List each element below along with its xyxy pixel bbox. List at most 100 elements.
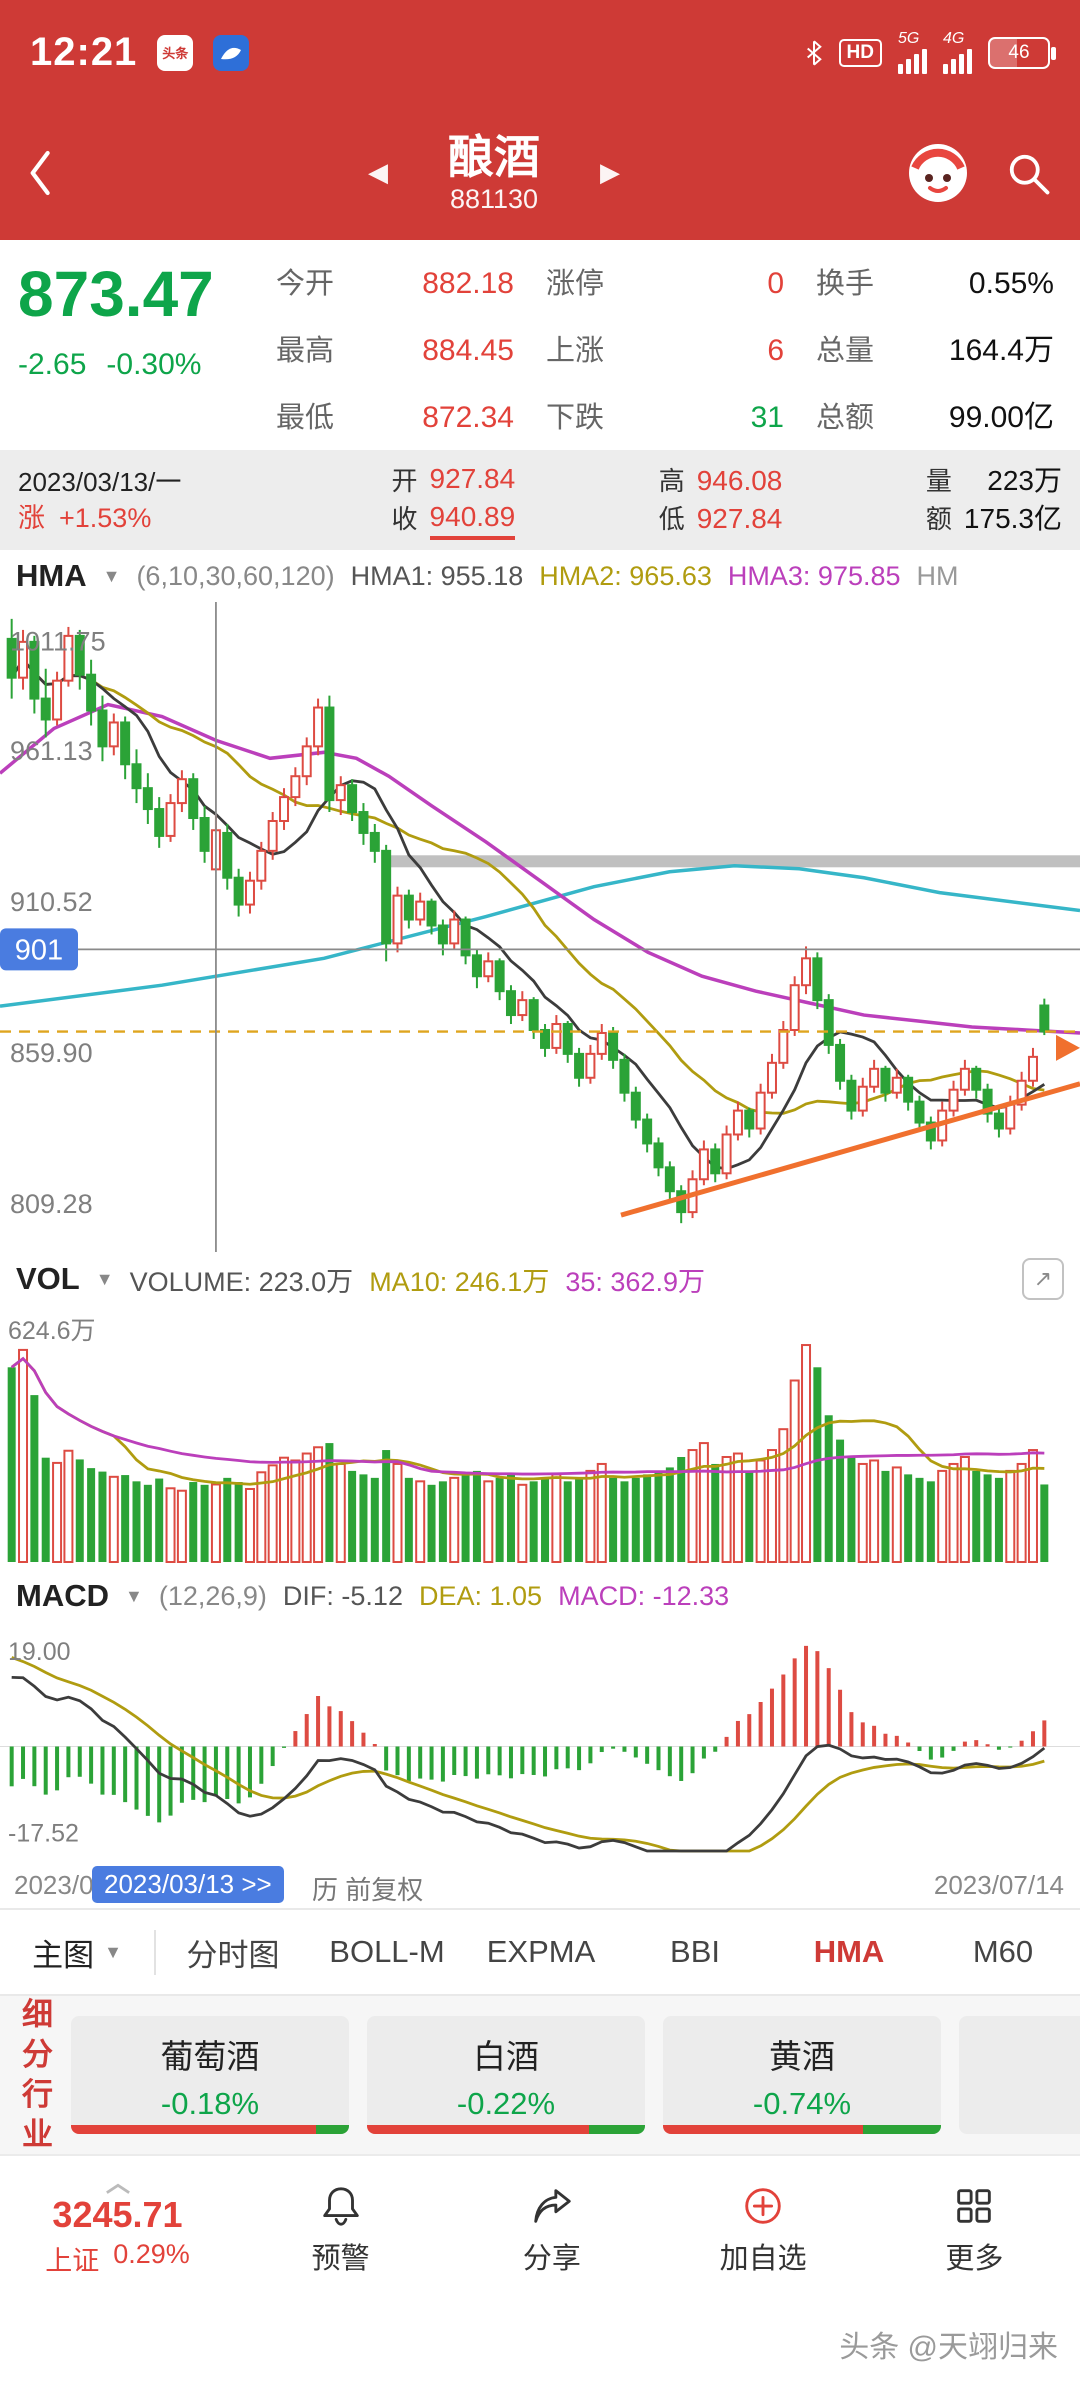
grid-icon — [957, 2189, 992, 2223]
hma1-value: 955.18 — [440, 560, 524, 591]
back-button[interactable] — [26, 148, 86, 198]
decliners-label: 下跌 — [546, 402, 605, 434]
sector-pct: -0.18% — [160, 2086, 260, 2121]
macd-label: MACD: — [558, 1580, 646, 1611]
sector-category-line2: 行业 — [22, 2077, 53, 2152]
sector-card-huangjiu[interactable]: 黄酒 -0.74% — [663, 2016, 941, 2134]
sector-category-label: 细分 行业 — [22, 1996, 53, 2154]
day-close-label: 收 — [391, 504, 418, 534]
tab-expma[interactable]: EXPMA — [486, 1934, 596, 1969]
alert-button[interactable]: 预警 — [235, 2183, 446, 2277]
index-summary[interactable]: 3245.71 上证 0.29% — [0, 2183, 235, 2278]
volume-label: VOLUME: — [129, 1266, 252, 1297]
day-high-label: 高 — [658, 466, 685, 496]
vol-ma35-label: 35: — [565, 1266, 603, 1297]
tab-bbi[interactable]: BBI — [670, 1934, 720, 1969]
svg-text:910.52: 910.52 — [10, 887, 93, 917]
day-change-label: 涨 — [18, 503, 45, 533]
day-open-label: 开 — [391, 466, 418, 496]
hma3-value: 975.85 — [817, 560, 901, 591]
signal-5g-icon: 5G — [898, 31, 927, 74]
add-watchlist-button[interactable]: 加自选 — [658, 2183, 869, 2277]
hma3-label: HMA3: — [727, 560, 811, 591]
advance-decline-bar — [71, 2125, 349, 2134]
next-stock-button[interactable]: ▶ — [600, 157, 620, 187]
signal-4g-label: 4G — [943, 30, 965, 47]
vol-dropdown-caret[interactable]: ▼ — [95, 1268, 114, 1289]
advancers-label: 上涨 — [546, 335, 605, 367]
tab-main-chart[interactable]: 主图 ▼ — [0, 1929, 156, 1975]
stock-code: 881130 — [449, 183, 539, 214]
decliners-count: 31 — [750, 401, 784, 434]
macd-chart[interactable]: 19.00 -17.52 — [0, 1624, 1080, 1864]
current-price: 873.47 — [18, 258, 214, 330]
sector-name: 葡萄酒 — [160, 2038, 260, 2075]
plus-circle-icon — [745, 2188, 781, 2224]
day-amount-label: 额 — [925, 504, 952, 534]
share-button[interactable]: 分享 — [446, 2183, 657, 2277]
tab-boll-m[interactable]: BOLL-M — [329, 1934, 445, 1969]
dif-label: DIF: — [282, 1580, 334, 1611]
day-low-label: 低 — [658, 504, 685, 534]
hma-indicator-name[interactable]: HMA — [16, 558, 87, 593]
bell-icon — [322, 2187, 359, 2226]
tab-m60[interactable]: M60 — [972, 1934, 1034, 1969]
axis-date-right: 2023/07/14 — [933, 1870, 1064, 1900]
app-mascot-logo[interactable] — [902, 137, 974, 209]
more-button[interactable]: 更多 — [869, 2183, 1080, 2277]
day-volume-value: 223万 — [987, 465, 1062, 496]
sector-card-partial[interactable] — [959, 2016, 1080, 2134]
fullscreen-expand-button[interactable]: ↗ — [1022, 1258, 1064, 1300]
svg-text:859.90: 859.90 — [10, 1038, 93, 1068]
sector-card-wine[interactable]: 葡萄酒 -0.18% — [71, 2016, 349, 2134]
day-change-pct: +1.53% — [59, 503, 152, 533]
collapse-chevron-icon — [105, 2183, 130, 2194]
vol-ma10-value: 246.1万 — [454, 1266, 550, 1297]
total-amount-label: 总额 — [816, 402, 875, 434]
battery-indicator: 46 — [988, 36, 1056, 69]
macd-dropdown-caret[interactable]: ▼ — [125, 1585, 143, 1606]
price-change: -2.65 — [18, 348, 87, 381]
sector-strip: 细分 行业 葡萄酒 -0.18% 白酒 -0.22% 黄酒 -0.74% — [0, 1996, 1080, 2154]
vol-indicator-name[interactable]: VOL — [16, 1261, 80, 1296]
low-label: 最低 — [276, 402, 335, 434]
volume-chart[interactable]: 624.6万 — [0, 1306, 1080, 1568]
main-candlestick-chart[interactable]: 1011.75 961.13 910.52 859.90 809.28 901 — [0, 602, 1080, 1252]
day-high-value: 946.08 — [696, 465, 783, 496]
prev-stock-button[interactable]: ◀ — [368, 157, 388, 187]
svg-text:901: 901 — [15, 934, 63, 966]
total-volume-value: 164.4万 — [948, 334, 1054, 367]
sector-card-baijiu[interactable]: 白酒 -0.22% — [367, 2016, 645, 2134]
volume-value: 223.0万 — [258, 1266, 354, 1297]
macd-indicator-name[interactable]: MACD — [16, 1578, 109, 1613]
sector-name: 黄酒 — [769, 2038, 835, 2075]
dea-label: DEA: — [418, 1580, 482, 1611]
tab-intraday[interactable]: 分时图 — [186, 1937, 280, 1973]
turnover-value: 0.55% — [968, 267, 1054, 300]
high-value: 884.45 — [422, 334, 514, 367]
search-button[interactable] — [1002, 147, 1054, 199]
main-chart-caret: ▼ — [104, 1941, 122, 1962]
watermark: 头条 @天翊归来 — [839, 2331, 1058, 2364]
bottom-nav: 3245.71 上证 0.29% 预警 分享 加自选 — [0, 2154, 1080, 2304]
limit-up-label: 涨停 — [546, 268, 605, 300]
tab-hma[interactable]: HMA — [813, 1934, 885, 1969]
vol-ma10-label: MA10: — [369, 1266, 448, 1297]
clock: 12:21 — [30, 30, 138, 74]
day-volume-label: 量 — [925, 466, 952, 496]
dea-value: 1.05 — [489, 1580, 543, 1611]
hma-indicator-header: HMA ▼ (6,10,30,60,120) HMA1: 955.18 HMA2… — [0, 550, 1080, 602]
more-label: 更多 — [945, 2243, 1004, 2275]
macd-value: -12.33 — [652, 1580, 730, 1611]
hma-dropdown-caret[interactable]: ▼ — [102, 565, 121, 586]
svg-text:1011.75: 1011.75 — [10, 627, 106, 657]
high-label: 最高 — [276, 335, 335, 367]
battery-percent: 46 — [1008, 41, 1030, 63]
svg-text:19.00: 19.00 — [8, 1638, 71, 1666]
share-label: 分享 — [522, 2243, 581, 2275]
day-amount-value: 175.3亿 — [963, 503, 1062, 534]
page-title: 酿酒 — [448, 130, 540, 183]
index-value: 3245.71 — [52, 2193, 183, 2235]
advancers-count: 6 — [767, 334, 784, 367]
